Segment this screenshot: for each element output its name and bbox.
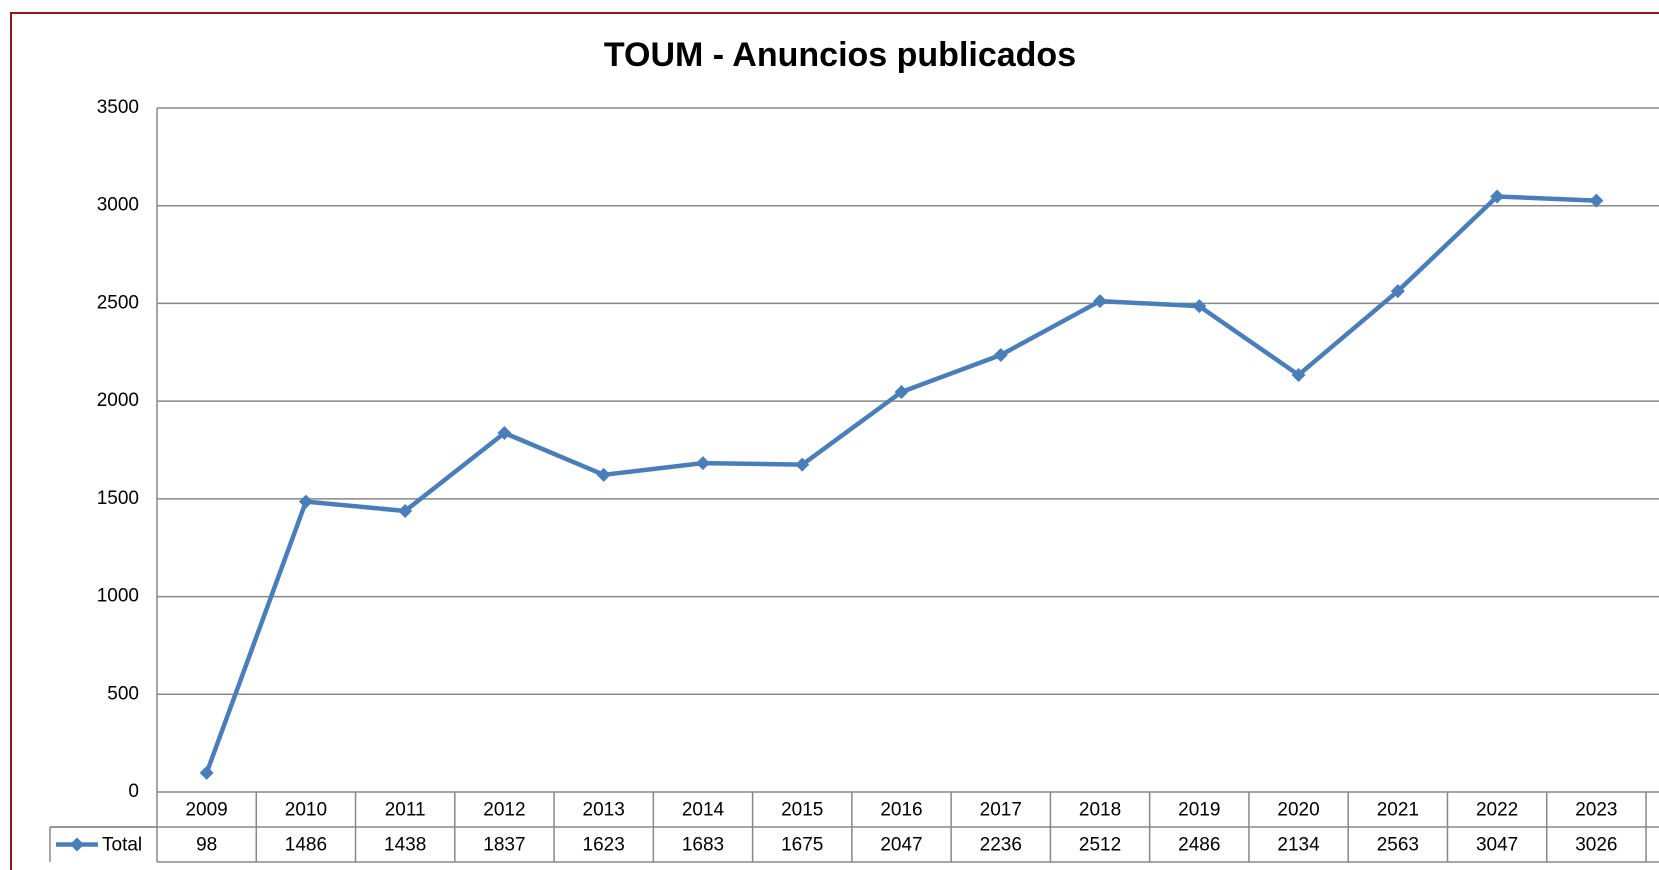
point-marker: [398, 503, 413, 518]
table-value: 2512: [1079, 835, 1121, 856]
x-tick-label: 2012: [483, 800, 525, 821]
table-value: 2134: [1277, 835, 1320, 856]
point-marker: [1490, 189, 1505, 204]
table-value: 2486: [1178, 835, 1220, 856]
table-value: 3047: [1476, 835, 1518, 856]
table-value: 2563: [1377, 835, 1419, 856]
x-tick-label: 2016: [880, 800, 922, 821]
x-tick-label: 2011: [385, 800, 426, 821]
legend-label: Total: [102, 835, 142, 856]
x-tick-label: 2021: [1377, 800, 1419, 821]
table-value: 1438: [384, 835, 426, 856]
x-tick-label: 2020: [1277, 800, 1319, 821]
x-tick-label: 2018: [1079, 800, 1121, 821]
point-marker: [1291, 367, 1306, 382]
x-tick-label: 2023: [1575, 800, 1617, 821]
point-marker: [596, 467, 611, 482]
x-tick-label: 2017: [980, 800, 1022, 821]
x-tick-label: 2022: [1476, 800, 1518, 821]
x-tick-label: 2009: [185, 800, 227, 821]
point-marker: [298, 494, 313, 509]
x-tick-label: 2019: [1178, 800, 1220, 821]
point-marker: [993, 348, 1008, 363]
point-marker: [1589, 193, 1604, 208]
table-value: 98: [196, 835, 217, 856]
y-tick-label: 2500: [97, 292, 139, 313]
point-marker: [1093, 294, 1108, 309]
table-value: 2236: [980, 835, 1022, 856]
chart-frame: [10, 12, 1659, 870]
x-tick-label: 2014: [682, 800, 725, 821]
point-marker: [795, 457, 810, 472]
y-tick-label: 1500: [97, 488, 139, 509]
point-marker: [497, 425, 512, 440]
y-tick-label: 3500: [97, 97, 139, 118]
x-tick-label: 2010: [285, 800, 327, 821]
chart-title: TOUM - Anuncios publicados: [604, 36, 1076, 74]
table-value: 2047: [880, 835, 922, 856]
point-marker: [1192, 299, 1207, 314]
table-value: 1837: [483, 835, 525, 856]
table-value: 3026: [1575, 835, 1617, 856]
point-marker: [894, 384, 909, 399]
legend-marker: [70, 837, 84, 852]
x-tick-label: 2015: [781, 800, 823, 821]
series-line: [204, 194, 1597, 774]
point-marker: [695, 456, 710, 471]
y-tick-label: 2000: [97, 390, 139, 411]
x-tick-label: 2013: [583, 800, 625, 821]
point-marker: [1390, 284, 1405, 299]
y-tick-label: 0: [128, 781, 139, 802]
table-value: 1486: [285, 835, 327, 856]
y-tick-label: 1000: [97, 586, 139, 607]
table-value: 1675: [781, 835, 823, 856]
point-marker: [199, 765, 214, 780]
table-value: 1683: [682, 835, 724, 856]
y-tick-label: 3000: [97, 195, 139, 216]
y-tick-label: 500: [107, 683, 139, 704]
table-value: 1623: [583, 835, 625, 856]
